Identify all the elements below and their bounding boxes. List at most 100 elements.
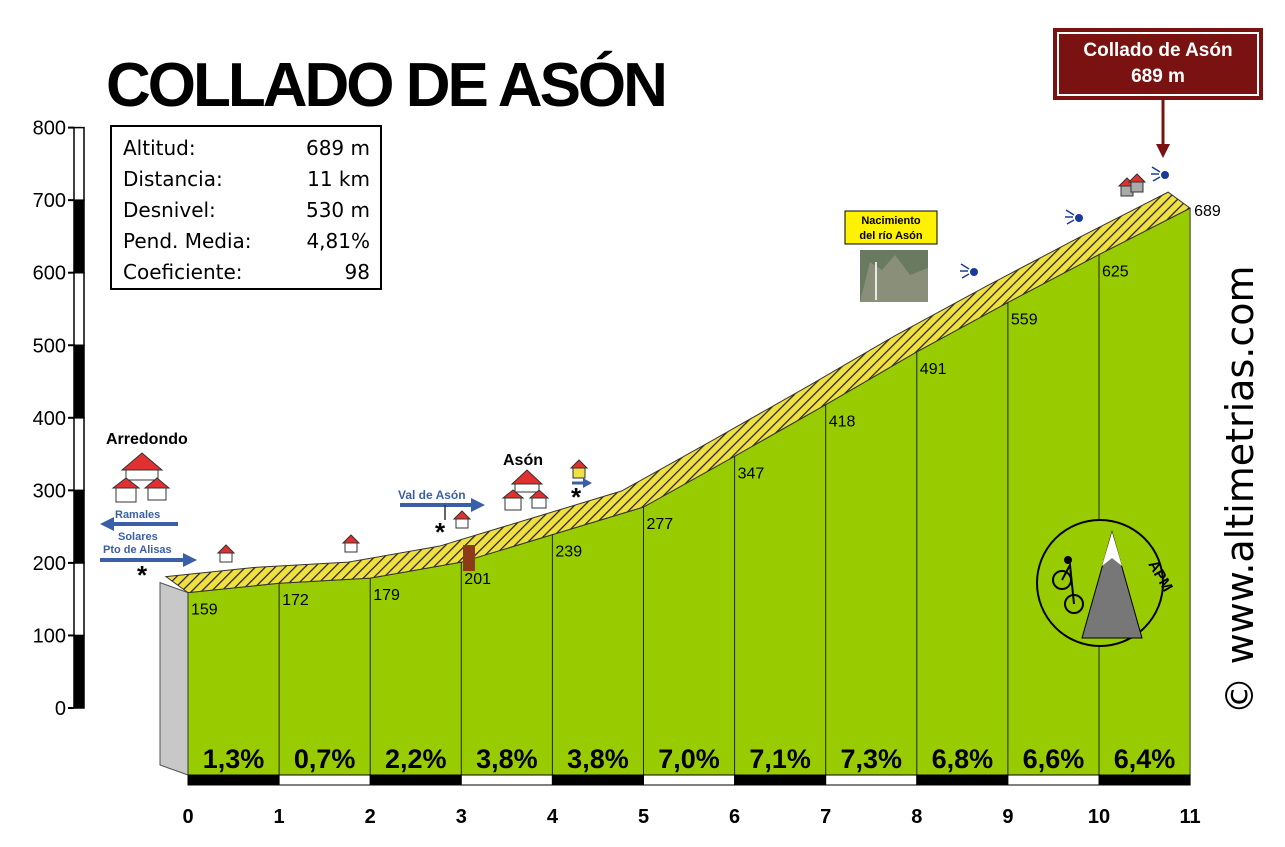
pto-alisas-label: Pto de Alisas bbox=[103, 544, 172, 556]
info-value: 689 m bbox=[305, 136, 370, 160]
ason-village-icon bbox=[501, 469, 550, 511]
y-tick-label: 200 bbox=[33, 553, 66, 575]
x-tick-label: 8 bbox=[911, 806, 922, 828]
altitude-label: 159 bbox=[191, 602, 218, 619]
y-tick-label: 600 bbox=[33, 263, 66, 285]
y-axis-segment bbox=[73, 417, 85, 492]
info-row-distance: Distancia: 11 km bbox=[123, 164, 370, 195]
waterfall-photo-icon bbox=[860, 250, 928, 302]
info-row-average-gradient: Pend. Media: 4,81% bbox=[123, 226, 370, 257]
x-tick-label: 2 bbox=[365, 806, 376, 828]
house-icon bbox=[341, 534, 361, 553]
altitude-label: 347 bbox=[738, 465, 765, 482]
summit-box: Collado de Asón 689 m bbox=[1053, 28, 1263, 100]
ason-label: Asón bbox=[503, 452, 543, 469]
gradient-labels: 1,3% 0,7% 2,2% 3,8% 3,8% 7,0% 7,1% 7,3% 6,8% 6,6%… bbox=[187, 744, 1191, 786]
gradient-label: 6,8% bbox=[932, 744, 994, 774]
info-label: Distancia: bbox=[123, 167, 223, 191]
gradient-label: 7,3% bbox=[840, 744, 902, 774]
y-axis-segment bbox=[73, 634, 85, 709]
y-axis-segment bbox=[73, 126, 85, 201]
x-tick-label: 7 bbox=[820, 806, 831, 828]
gradient-label: 2,2% bbox=[385, 744, 447, 774]
y-tick-label: 300 bbox=[33, 480, 66, 502]
gradient-label: 7,1% bbox=[749, 744, 811, 774]
x-tick-label: 5 bbox=[638, 806, 649, 828]
arredondo-label: Arredondo bbox=[106, 431, 188, 448]
x-tick-label: 9 bbox=[1002, 806, 1013, 828]
info-box: Altitud: 689 m Distancia: 11 km Desnivel: 5… bbox=[110, 125, 382, 290]
info-value: 98 bbox=[344, 260, 370, 284]
y-tick-label: 400 bbox=[33, 408, 66, 430]
gradient-label: 6,6% bbox=[1023, 744, 1085, 774]
ramales-arrow-icon bbox=[100, 517, 178, 531]
solares-arrow-icon bbox=[100, 553, 197, 567]
apm-logo: APM bbox=[1036, 519, 1176, 647]
page-title: COLLADO DE ASÓN bbox=[106, 51, 668, 120]
km-bar-segment bbox=[187, 774, 280, 786]
x-tick-label: 4 bbox=[547, 806, 559, 828]
summit-name: Collado de Asón bbox=[1083, 40, 1233, 61]
altitude-label: 625 bbox=[1102, 264, 1129, 281]
viewpoint-icon bbox=[1065, 209, 1083, 225]
altitude-label: 689 bbox=[1194, 203, 1221, 220]
landmark-house-icon bbox=[569, 459, 589, 479]
altitude-label: 201 bbox=[464, 571, 491, 588]
info-value: 11 km bbox=[307, 167, 370, 191]
x-axis: 0 1 2 3 4 5 6 7 8 9 10 11 bbox=[182, 806, 1200, 828]
km-bar-segment bbox=[643, 774, 736, 786]
y-tick-label: 500 bbox=[33, 335, 66, 357]
info-label: Pend. Media: bbox=[123, 229, 252, 253]
info-label: Coeficiente: bbox=[123, 260, 243, 284]
y-axis-segment bbox=[73, 562, 85, 637]
km-bar-segment bbox=[734, 774, 827, 786]
junction-asterisk-icon: * bbox=[137, 560, 148, 590]
y-tick-label: 700 bbox=[33, 190, 66, 212]
gradient-label: 7,0% bbox=[658, 744, 720, 774]
y-tick-label: 0 bbox=[55, 698, 66, 720]
altitude-label: 277 bbox=[647, 516, 674, 533]
y-axis-segment bbox=[73, 344, 85, 419]
viewpoint-icon bbox=[1151, 166, 1169, 182]
x-tick-label: 11 bbox=[1180, 806, 1201, 828]
info-label: Altitud: bbox=[123, 136, 196, 160]
nacimiento-label-line2: del río Asón bbox=[859, 230, 922, 242]
km-bar-segment bbox=[916, 774, 1009, 786]
arredondo-village-icon bbox=[111, 452, 171, 503]
y-axis: 0 100 200 300 400 500 600 700 800 bbox=[33, 118, 85, 720]
gradient-label: 1,3% bbox=[203, 744, 265, 774]
altitude-label: 172 bbox=[282, 592, 309, 609]
junction-asterisk-icon: * bbox=[435, 517, 446, 547]
x-tick-label: 1 bbox=[274, 806, 285, 828]
km-bar-segment bbox=[551, 774, 645, 786]
bridge-icon bbox=[463, 545, 475, 571]
altitude-label: 418 bbox=[829, 414, 856, 431]
summit-altitude: 689 m bbox=[1131, 66, 1185, 87]
val-de-ason-arrow-icon bbox=[400, 498, 485, 520]
y-tick-label: 100 bbox=[33, 625, 66, 647]
summit-box-inner: Collado de Asón 689 m bbox=[1057, 32, 1259, 96]
gradient-label: 3,8% bbox=[476, 744, 538, 774]
viewpoint-icon bbox=[960, 263, 978, 279]
info-row-elevation-gain: Desnivel: 530 m bbox=[123, 195, 370, 226]
y-tick-label: 800 bbox=[33, 118, 66, 140]
profile-area: 159 172 179 201 239 277 347 418 491 559 625 689 bbox=[159, 191, 1221, 776]
gradient-label: 0,7% bbox=[294, 744, 356, 774]
summit-houses-icon bbox=[1117, 173, 1147, 197]
info-row-altitude: Altitud: 689 m bbox=[123, 133, 370, 164]
house-icon bbox=[452, 510, 472, 529]
km-bar-segment bbox=[1098, 774, 1191, 786]
house-icon bbox=[216, 544, 236, 563]
info-row-coefficient: Coeficiente: 98 bbox=[123, 257, 370, 288]
solares-label: Solares bbox=[118, 531, 158, 543]
profile-side-face bbox=[159, 581, 189, 776]
ramales-label: Ramales bbox=[115, 509, 160, 521]
val-de-ason-label: Val de Asón bbox=[398, 488, 466, 502]
nacimiento-label-box bbox=[844, 210, 938, 245]
km-bar-segment bbox=[369, 774, 462, 786]
km-bar-segment bbox=[460, 774, 553, 786]
summit-pointer-icon bbox=[1156, 100, 1170, 158]
right-arrow-icon bbox=[572, 478, 592, 488]
info-value: 530 m bbox=[305, 198, 370, 222]
